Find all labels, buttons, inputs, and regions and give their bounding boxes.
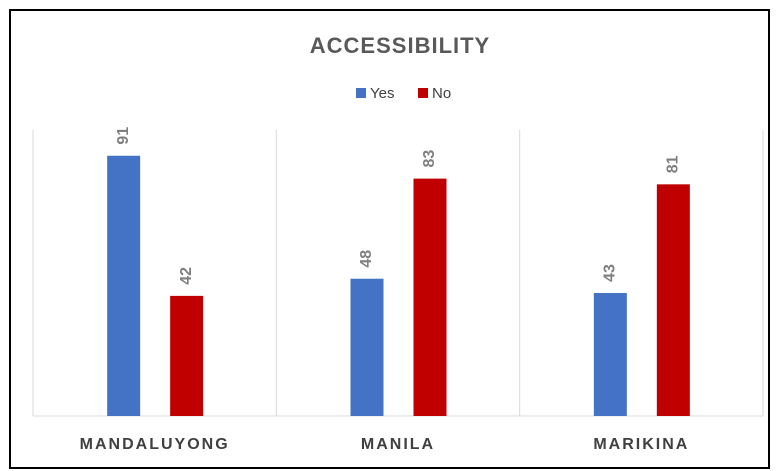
bar (656, 184, 690, 416)
x-tick-label: MANILA (361, 436, 435, 453)
x-tick-label: MARIKINA (593, 436, 689, 453)
bar (593, 293, 627, 416)
bar (170, 295, 204, 416)
bar (413, 178, 447, 416)
bar (350, 278, 384, 416)
value-label: 42 (178, 267, 195, 285)
value-label: 43 (602, 264, 619, 282)
value-label: 81 (665, 155, 682, 173)
value-label: 83 (421, 150, 438, 168)
chart-title: ACCESSIBILITY (310, 33, 490, 58)
value-label: 91 (115, 127, 132, 145)
legend-swatch (356, 88, 366, 98)
x-tick-label: MANDALUYONG (80, 436, 230, 453)
legend-swatch (418, 88, 428, 98)
value-label: 48 (358, 250, 375, 268)
legend-label: No (432, 85, 451, 102)
bar (107, 155, 141, 417)
legend-label: Yes (370, 85, 394, 102)
